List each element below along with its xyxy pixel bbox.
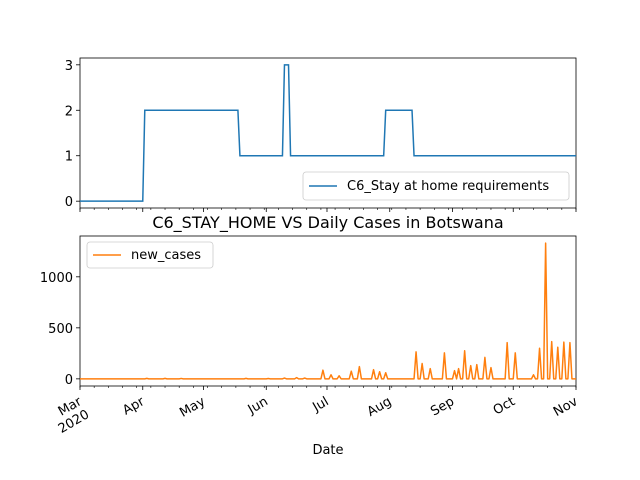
stay-home-axes-frame <box>79 57 577 209</box>
stay-home-series <box>80 64 576 202</box>
new-cases-line <box>80 242 576 380</box>
legend-label-new-cases: new_cases <box>131 248 201 263</box>
daily-cases-y-ticks: 0 500 1000 <box>40 271 80 388</box>
y-tick-label: 0 <box>65 373 73 388</box>
chart-title: C6_STAY_HOME VS Daily Cases in Botswana <box>152 213 503 233</box>
y-tick-label: 1 <box>65 150 73 165</box>
stay-home-y-ticks: 0 1 2 3 <box>65 59 80 210</box>
stay-home-x-ticks <box>79 208 577 212</box>
daily-cases-axes-frame <box>79 235 577 387</box>
x-tick-label: Jul <box>310 394 332 415</box>
stay-home-panel: 0 1 2 3 C6_Stay at home requirements <box>65 57 577 212</box>
y-tick-label: 1000 <box>40 271 73 286</box>
x-axis-label: Date <box>312 443 343 458</box>
y-tick-label: 2 <box>65 104 73 119</box>
stay-home-line <box>80 64 576 202</box>
legend-box <box>302 171 570 201</box>
y-tick-label: 0 <box>65 195 73 210</box>
legend-label-stay-home: C6_Stay at home requirements <box>347 179 549 194</box>
daily-cases-legend: new_cases <box>86 241 214 269</box>
stay-home-legend: C6_Stay at home requirements <box>302 171 570 201</box>
daily-cases-series <box>80 242 576 380</box>
y-tick-label: 500 <box>48 322 73 337</box>
legend-box <box>86 241 214 269</box>
y-tick-label: 3 <box>65 59 73 74</box>
